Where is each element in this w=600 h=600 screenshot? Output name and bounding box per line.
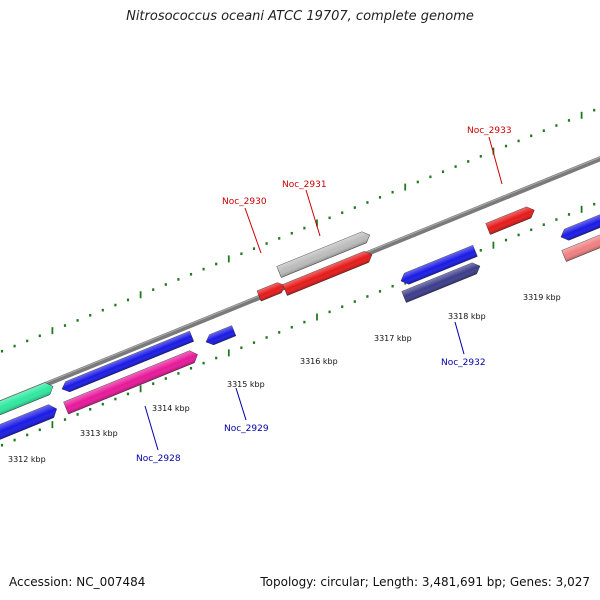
scale-label: 3312 kbp bbox=[8, 455, 46, 464]
blue-feature-right[interactable] bbox=[559, 212, 600, 243]
red-feature-noc2933-shading bbox=[485, 206, 535, 235]
leader-line bbox=[244, 207, 262, 254]
green-feature[interactable] bbox=[0, 380, 55, 419]
blue-feature-noc2932-shading bbox=[401, 245, 478, 285]
gene-label[interactable]: Noc_2930 bbox=[222, 197, 267, 207]
blue-feature-right-shading bbox=[561, 212, 600, 241]
grey-feature[interactable] bbox=[276, 229, 372, 278]
red-feature-noc2933[interactable] bbox=[485, 205, 537, 235]
label-layer: 3312 kbp 3313 kbp 3314 kbp 3315 kbp 3316 kbp… bbox=[8, 126, 561, 464]
blue-feature-left[interactable] bbox=[0, 402, 59, 443]
blue-feature-left-shading bbox=[0, 404, 57, 443]
genome-summary-text: Topology: circular; Length: 3,481,691 bp… bbox=[260, 575, 590, 589]
scale-label: 3315 kbp bbox=[227, 380, 265, 389]
pink-feature-right-shading bbox=[561, 233, 600, 262]
forward-tick-track bbox=[0, 108, 596, 353]
red-feature-long-shading bbox=[282, 251, 373, 296]
blue-feature-small[interactable] bbox=[204, 325, 237, 347]
gene-label[interactable]: Noc_2933 bbox=[467, 126, 512, 136]
red-feature-small[interactable] bbox=[256, 280, 287, 302]
blue-feature-small-shading bbox=[206, 325, 236, 345]
leader-line bbox=[235, 387, 247, 421]
blue-feature-noc2932[interactable] bbox=[399, 245, 478, 286]
blue-feature-long[interactable] bbox=[60, 330, 195, 394]
gene-label[interactable]: Noc_2928 bbox=[136, 454, 181, 464]
gene-label[interactable]: Noc_2929 bbox=[224, 424, 269, 434]
magenta-feature-shading bbox=[63, 350, 198, 415]
gene-label[interactable]: Noc_2932 bbox=[441, 358, 486, 368]
scale-label: 3317 kbp bbox=[374, 334, 412, 343]
scale-label: 3314 kbp bbox=[152, 404, 190, 413]
navy-feature-noc2932-shading bbox=[401, 262, 480, 303]
red-feature-long[interactable] bbox=[282, 249, 375, 296]
leader-line bbox=[488, 136, 503, 185]
leader-line bbox=[144, 405, 159, 451]
leader-line bbox=[454, 321, 465, 355]
navy-feature-noc2932[interactable] bbox=[401, 261, 482, 303]
scale-label: 3316 kbp bbox=[300, 357, 338, 366]
blue-feature-long-shading bbox=[62, 331, 194, 392]
red-feature-small-shading bbox=[256, 282, 285, 302]
grey-feature-shading bbox=[276, 231, 370, 278]
accession-text: Accession: NC_007484 bbox=[9, 575, 146, 589]
green-feature-shading bbox=[0, 382, 53, 419]
reverse-tick-track bbox=[0, 202, 596, 447]
leader-line bbox=[305, 189, 321, 237]
scale-label: 3318 kbp bbox=[448, 312, 486, 321]
feature-track bbox=[0, 205, 600, 443]
label-leader-lines bbox=[144, 136, 503, 451]
pink-feature-right[interactable] bbox=[561, 232, 600, 262]
map-title: Nitrosococcus oceani ATCC 19707, complet… bbox=[126, 9, 474, 24]
scale-label: 3313 kbp bbox=[80, 429, 118, 438]
scale-label: 3319 kbp bbox=[523, 293, 561, 302]
magenta-feature[interactable] bbox=[63, 348, 200, 415]
gene-label[interactable]: Noc_2931 bbox=[282, 180, 327, 190]
